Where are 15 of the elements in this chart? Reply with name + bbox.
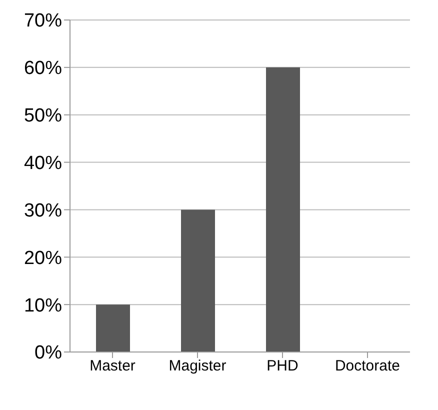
y-tick-label: 70%	[24, 10, 62, 32]
bar	[181, 210, 215, 352]
x-tick-label: Master	[90, 358, 136, 375]
y-tick-label: 30%	[24, 200, 62, 222]
bar	[96, 304, 130, 352]
y-tick-label: 40%	[24, 153, 62, 174]
x-tick-label: Magister	[168, 358, 226, 375]
y-tick-label: 20%	[24, 248, 62, 269]
x-tick-label: PHD	[266, 358, 298, 375]
bar	[266, 67, 300, 352]
y-tick-label: 0%	[34, 342, 62, 364]
y-tick-label: 10%	[24, 295, 62, 316]
y-tick-label: 60%	[24, 58, 62, 80]
x-tick-label: Doctorate	[334, 358, 400, 375]
y-tick-label: 50%	[24, 106, 62, 127]
